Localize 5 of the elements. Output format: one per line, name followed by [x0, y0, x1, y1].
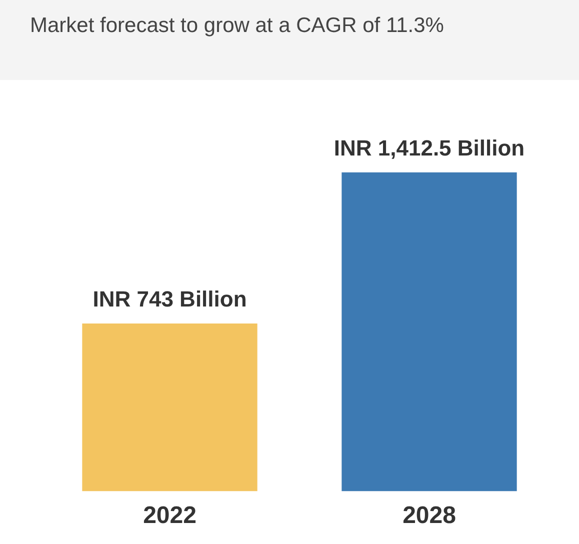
x-tick-label: 2022	[143, 502, 196, 530]
data-label: INR 743 Billion	[92, 286, 247, 312]
x-tick-label: 2028	[402, 502, 456, 530]
data-label: INR 1,412.5 Billion	[334, 135, 525, 160]
chart-title: Market forecast to grow at a CAGR of 11.3%	[0, 0, 579, 80]
